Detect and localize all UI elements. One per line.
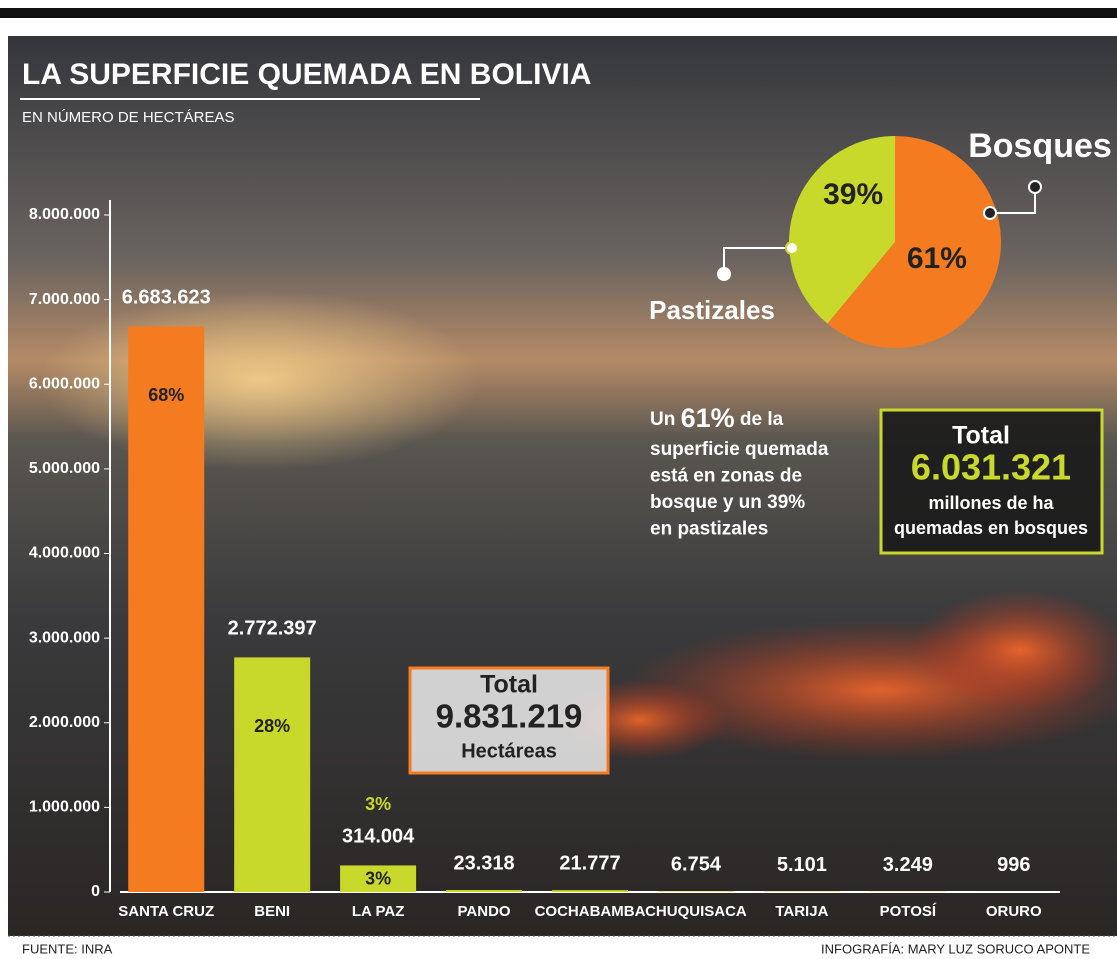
pie-category-label: Bosques bbox=[968, 127, 1112, 165]
x-tick-label: BENI bbox=[254, 903, 290, 920]
x-tick-label: COCHABAMBA bbox=[535, 903, 646, 920]
annotation: 3% bbox=[365, 794, 391, 814]
total-box bbox=[408, 666, 610, 775]
credit: INFOGRAFÍA: MARY LUZ SORUCO APONTE bbox=[821, 941, 1090, 956]
y-tick-label: 1.000.000 bbox=[29, 799, 100, 816]
leader-dot bbox=[717, 267, 731, 281]
note-line: en pastizales bbox=[650, 519, 768, 540]
bar bbox=[552, 890, 628, 892]
top-rule bbox=[0, 8, 1117, 18]
forest-unit: quemadas en bosques bbox=[894, 518, 1088, 538]
forest-label: Total bbox=[952, 422, 1010, 450]
total-label: Total bbox=[480, 671, 538, 699]
bar bbox=[657, 891, 734, 892]
value-label: 314.004 bbox=[342, 826, 415, 848]
x-tick-label: TARIJA bbox=[775, 903, 828, 920]
bar bbox=[234, 657, 311, 892]
y-tick-label: 3.000.000 bbox=[29, 629, 100, 646]
note-text: Un bbox=[650, 409, 681, 430]
subtitle: EN NÚMERO DE HECTÁREAS bbox=[22, 109, 235, 126]
y-tick-label: 0 bbox=[91, 883, 100, 900]
y-tick-label: 6.000.000 bbox=[29, 375, 100, 392]
note-text: de la bbox=[735, 409, 784, 430]
pie-category-label: Pastizales bbox=[649, 295, 775, 325]
leader-dot bbox=[983, 206, 997, 220]
forest-unit: millones de ha bbox=[928, 493, 1054, 513]
pie-slice bbox=[789, 136, 895, 324]
pie-value-label: 61% bbox=[907, 242, 967, 275]
x-tick-label: PANDO bbox=[458, 903, 511, 920]
value-label: 21.777 bbox=[559, 852, 620, 874]
percent-label: 3% bbox=[365, 868, 391, 888]
note-line: bosque y un 39% bbox=[650, 492, 805, 513]
x-tick-label: ORURO bbox=[986, 903, 1042, 920]
sunset-glow bbox=[40, 290, 480, 470]
note-line: está en zonas de bbox=[650, 466, 802, 487]
x-tick-label: POTOSÍ bbox=[880, 903, 937, 920]
percent-label: 28% bbox=[254, 716, 290, 736]
bar bbox=[128, 326, 205, 892]
y-tick-label: 8.000.000 bbox=[29, 206, 100, 223]
y-tick-label: 7.000.000 bbox=[29, 291, 100, 308]
value-label: 6.683.623 bbox=[122, 287, 211, 309]
total-value: 9.831.219 bbox=[436, 698, 583, 735]
bar bbox=[446, 890, 523, 892]
source: FUENTE: INRA bbox=[22, 941, 113, 956]
y-tick-label: 4.000.000 bbox=[29, 545, 100, 562]
pie-slice bbox=[827, 136, 1002, 349]
x-tick-label: LA PAZ bbox=[352, 903, 405, 920]
value-label: 23.318 bbox=[453, 852, 514, 874]
title: LA SUPERFICIE QUEMADA EN BOLIVIA bbox=[22, 58, 591, 91]
note-highlight: 61% bbox=[681, 403, 735, 433]
leader-dot bbox=[785, 241, 799, 255]
leader-line bbox=[990, 187, 1036, 214]
leader-dot bbox=[1028, 180, 1042, 194]
y-tick-label: 2.000.000 bbox=[29, 714, 100, 731]
note-line: Un 61% de la bbox=[650, 403, 784, 433]
value-label: 996 bbox=[997, 854, 1030, 876]
x-tick-label: SANTA CRUZ bbox=[118, 903, 214, 920]
bar bbox=[340, 865, 417, 892]
value-label: 5.101 bbox=[777, 854, 827, 876]
pie-value-label: 39% bbox=[823, 178, 883, 211]
note: superficie quemada está en zonas de bosque… bbox=[650, 439, 829, 540]
value-label: 3.249 bbox=[883, 854, 933, 876]
total-unit: Hectáreas bbox=[461, 740, 557, 762]
note-line: superficie quemada bbox=[650, 439, 829, 460]
value-label: 2.772.397 bbox=[228, 618, 317, 640]
x-tick-label: CHUQUISACA bbox=[645, 903, 747, 920]
percent-label: 68% bbox=[148, 385, 184, 405]
fire-glow bbox=[910, 590, 1117, 710]
leader-line bbox=[723, 247, 792, 274]
value-label: 6.754 bbox=[671, 854, 722, 876]
y-tick-label: 5.000.000 bbox=[29, 460, 100, 477]
forest-box bbox=[879, 408, 1104, 555]
forest-value: 6.031.321 bbox=[911, 447, 1071, 488]
